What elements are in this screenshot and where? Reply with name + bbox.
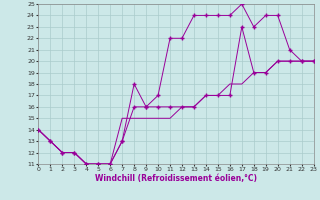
X-axis label: Windchill (Refroidissement éolien,°C): Windchill (Refroidissement éolien,°C) (95, 174, 257, 183)
